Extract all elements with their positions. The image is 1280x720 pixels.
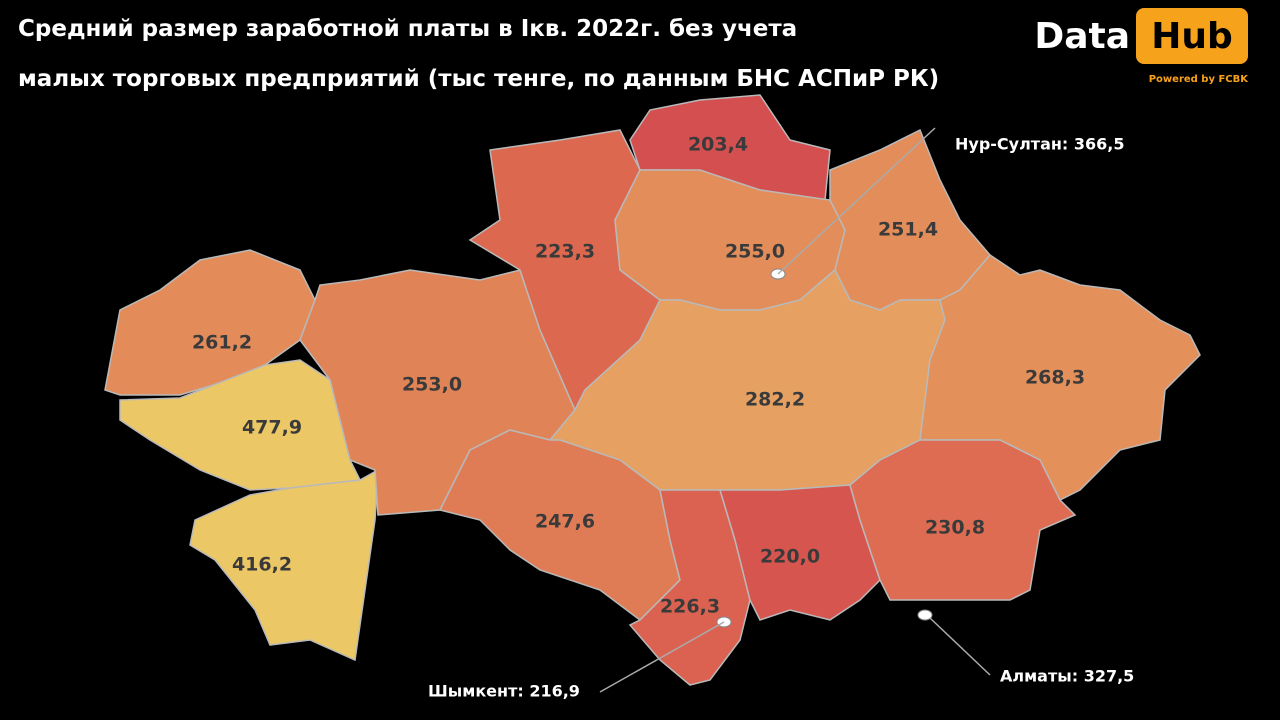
region-label: 261,2 (192, 332, 252, 354)
region-label: 477,9 (242, 417, 302, 439)
city-label: Алматы: 327,5 (1000, 667, 1134, 686)
logo-box (1136, 8, 1248, 64)
region-label: 223,3 (535, 241, 595, 263)
city-label: Шымкент: 216,9 (428, 682, 580, 701)
region-label: 230,8 (925, 517, 985, 539)
region (849, 439, 1077, 601)
logo-text: Data (1034, 16, 1130, 57)
region-label: 251,4 (878, 219, 938, 241)
region-label: 253,0 (402, 374, 462, 396)
callout-line (599, 621, 725, 693)
logo-tagline: Powered by FCBK (1149, 74, 1250, 85)
title-line: малых торговых предприятий (тыс тенге, п… (18, 66, 939, 92)
map: 261,2 477,9 416,2 253,0 223,3 203,4 255,0 251,4… (104, 94, 1201, 701)
region-label: 268,3 (1025, 367, 1085, 389)
logo-text: Hub (1151, 16, 1233, 57)
region-label: 203,4 (688, 134, 748, 156)
callout-line (777, 127, 936, 275)
region-label: 282,2 (745, 389, 805, 411)
callout-line (929, 617, 991, 676)
region-label: 416,2 (232, 554, 292, 576)
region-label: 255,0 (725, 241, 785, 263)
region (718, 484, 881, 621)
region-label: 220,0 (760, 546, 820, 568)
region-label: 226,3 (660, 596, 720, 618)
region-label: 247,6 (535, 511, 595, 533)
title-line: Средний размер заработной платы в Iкв. 2… (18, 16, 797, 42)
city-marker (917, 609, 933, 621)
region (189, 468, 379, 662)
city-label: Нур-Султан: 366,5 (955, 135, 1125, 154)
